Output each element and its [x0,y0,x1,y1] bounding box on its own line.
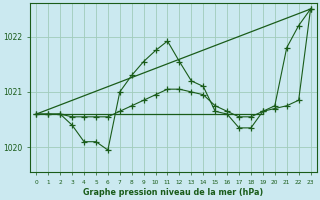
X-axis label: Graphe pression niveau de la mer (hPa): Graphe pression niveau de la mer (hPa) [83,188,264,197]
